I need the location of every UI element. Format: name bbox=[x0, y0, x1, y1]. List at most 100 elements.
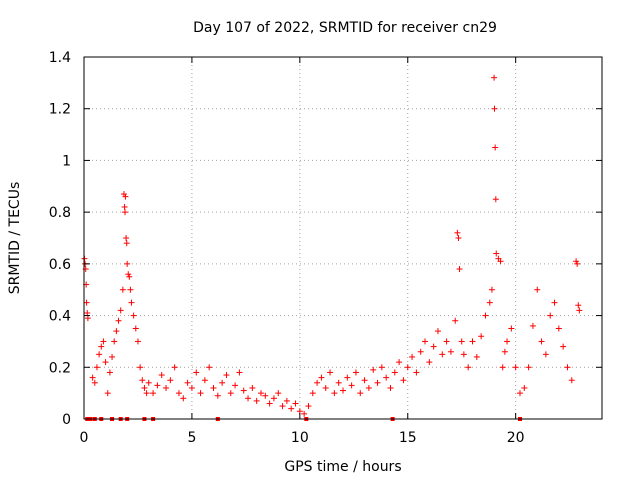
data-point bbox=[253, 397, 260, 404]
data-point bbox=[458, 338, 465, 345]
data-point bbox=[124, 260, 131, 267]
data-point bbox=[123, 240, 130, 247]
x-tick-label: 10 bbox=[291, 430, 309, 446]
data-point bbox=[128, 299, 135, 306]
data-point bbox=[89, 374, 96, 381]
data-point bbox=[83, 299, 90, 306]
data-point bbox=[508, 325, 515, 332]
data-point bbox=[283, 397, 290, 404]
data-point bbox=[491, 105, 498, 112]
data-point bbox=[270, 395, 277, 402]
data-point bbox=[491, 74, 498, 81]
data-point bbox=[493, 250, 500, 257]
data-point bbox=[488, 286, 495, 293]
data-point bbox=[574, 260, 581, 267]
data-point bbox=[409, 353, 416, 360]
data-point bbox=[344, 374, 351, 381]
data-point bbox=[275, 390, 282, 397]
data-point bbox=[547, 312, 554, 319]
data-point bbox=[534, 286, 541, 293]
y-tick-label: 1.2 bbox=[49, 102, 71, 118]
data-point bbox=[492, 144, 499, 151]
data-point bbox=[378, 364, 385, 371]
data-point bbox=[180, 395, 187, 402]
data-point bbox=[130, 312, 137, 319]
data-point bbox=[262, 392, 269, 399]
chart-title: Day 107 of 2022, SRMTID for receiver cn2… bbox=[193, 20, 497, 36]
data-point bbox=[236, 369, 243, 376]
data-point bbox=[361, 377, 368, 384]
data-point bbox=[126, 273, 133, 280]
data-point bbox=[469, 338, 476, 345]
x-tick-labels: 0 5 10 15 20 bbox=[80, 430, 525, 446]
data-point bbox=[175, 390, 182, 397]
axis-ticks bbox=[83, 56, 602, 420]
data-point bbox=[240, 387, 247, 394]
data-point bbox=[568, 377, 575, 384]
data-point bbox=[576, 307, 583, 314]
data-point bbox=[137, 364, 144, 371]
data-point bbox=[460, 351, 467, 358]
data-point bbox=[91, 379, 98, 386]
data-point bbox=[383, 374, 390, 381]
data-point bbox=[111, 338, 118, 345]
y-axis-title: SRMTID / TECUs bbox=[7, 182, 23, 295]
data-point bbox=[452, 317, 459, 324]
data-point bbox=[119, 286, 126, 293]
data-points bbox=[81, 74, 583, 421]
data-point bbox=[266, 400, 273, 407]
data-point bbox=[454, 229, 461, 236]
data-point bbox=[167, 377, 174, 384]
x-tick-label: 0 bbox=[80, 430, 89, 446]
data-point bbox=[501, 348, 508, 355]
data-point bbox=[370, 366, 377, 373]
data-point bbox=[478, 333, 485, 340]
data-point bbox=[301, 410, 308, 417]
data-point bbox=[121, 203, 128, 210]
data-point bbox=[352, 369, 359, 376]
data-point bbox=[521, 384, 528, 391]
data-point bbox=[288, 405, 295, 412]
data-point bbox=[201, 377, 208, 384]
data-point bbox=[127, 286, 134, 293]
y-tick-label: 0.8 bbox=[49, 205, 71, 221]
x-tick-label: 5 bbox=[187, 430, 196, 446]
data-point bbox=[158, 372, 165, 379]
y-tick-labels: 0 0.2 0.4 0.6 0.8 1 1.2 1.4 bbox=[49, 50, 71, 428]
data-point bbox=[93, 364, 100, 371]
data-point bbox=[143, 390, 150, 397]
data-point bbox=[117, 307, 124, 314]
data-point bbox=[497, 258, 504, 265]
y-tick-label: 1 bbox=[62, 153, 71, 169]
data-point bbox=[132, 325, 139, 332]
data-point bbox=[145, 379, 152, 386]
plot-frame bbox=[83, 56, 603, 420]
data-point bbox=[417, 348, 424, 355]
data-point bbox=[456, 266, 463, 273]
data-point bbox=[374, 379, 381, 386]
data-point bbox=[387, 384, 394, 391]
data-point bbox=[314, 379, 321, 386]
data-point bbox=[214, 392, 221, 399]
data-point bbox=[443, 338, 450, 345]
data-point bbox=[391, 369, 398, 376]
data-point bbox=[206, 364, 213, 371]
data-point bbox=[575, 302, 582, 309]
data-point bbox=[439, 351, 446, 358]
data-point bbox=[573, 258, 580, 265]
data-point bbox=[125, 271, 132, 278]
data-point bbox=[102, 359, 109, 366]
data-point bbox=[193, 369, 200, 376]
data-point bbox=[504, 338, 511, 345]
data-point bbox=[219, 379, 226, 386]
data-point bbox=[139, 377, 146, 384]
data-point bbox=[163, 384, 170, 391]
data-point bbox=[210, 384, 217, 391]
grid bbox=[84, 57, 602, 419]
data-point bbox=[184, 379, 191, 386]
data-point bbox=[150, 390, 157, 397]
data-point bbox=[100, 338, 107, 345]
data-point bbox=[104, 390, 111, 397]
data-point bbox=[348, 382, 355, 389]
